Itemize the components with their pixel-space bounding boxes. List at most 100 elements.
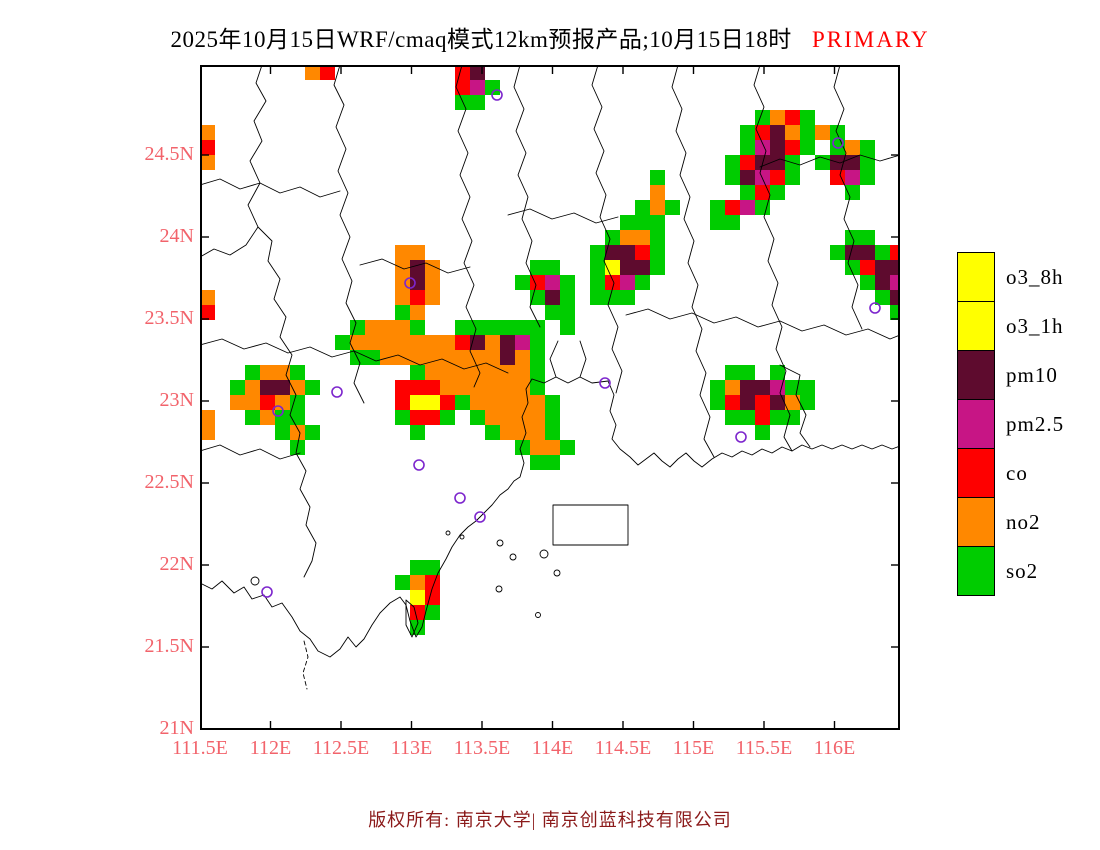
grid-cell-so2: [740, 365, 755, 380]
island: [250, 576, 260, 586]
lon-tick-label: 114.5E: [594, 737, 652, 759]
grid-cell-so2: [800, 110, 815, 125]
county-boundary: [359, 258, 471, 274]
city-marker: [331, 386, 343, 398]
grid-cell-no2: [845, 140, 860, 155]
county-boundary: [200, 338, 509, 374]
legend-item-co: co: [957, 448, 1064, 498]
grid-cell-so2: [530, 335, 545, 350]
grid-cell-so2: [785, 380, 800, 395]
grid-cell-so2: [875, 245, 890, 260]
island: [553, 569, 561, 577]
city-marker: [261, 586, 273, 598]
lon-tick-label: 111.5E: [172, 737, 228, 759]
grid-cell-co: [410, 410, 425, 425]
grid-cell-no2: [410, 350, 425, 365]
grid-cell-no2: [530, 425, 545, 440]
grid-cell-pm10: [890, 260, 900, 275]
grid-cell-co: [395, 380, 410, 395]
grid-cell-no2: [815, 125, 830, 140]
grid-cell-so2: [395, 410, 410, 425]
grid-cell-so2: [410, 560, 425, 575]
grid-cell-no2: [515, 425, 530, 440]
grid-cell-co: [455, 335, 470, 350]
grid-cell-no2: [200, 125, 215, 140]
grid-cell-co: [320, 65, 335, 80]
grid-cell-so2: [515, 275, 530, 290]
forecast-map: [200, 65, 900, 730]
grid-cell-no2: [425, 335, 440, 350]
grid-cell-so2: [530, 320, 545, 335]
county-boundary: [507, 208, 619, 224]
grid-cell-so2: [800, 125, 815, 140]
grid-cell-so2: [440, 410, 455, 425]
grid-cell-no2: [350, 335, 365, 350]
grid-cell-so2: [635, 200, 650, 215]
grid-cell-so2: [650, 230, 665, 245]
grid-cell-co: [890, 245, 900, 260]
grid-cell-pm2.5: [890, 275, 900, 290]
grid-cell-no2: [395, 245, 410, 260]
county-boundary: [625, 308, 900, 340]
grid-cell-so2: [860, 230, 875, 245]
grid-cell-so2: [395, 305, 410, 320]
grid-cell-no2: [395, 335, 410, 350]
grid-cell-no2: [500, 395, 515, 410]
grid-cell-so2: [725, 365, 740, 380]
grid-cell-so2: [245, 365, 260, 380]
grid-cell-pm10: [740, 395, 755, 410]
grid-cell-so2: [470, 410, 485, 425]
grid-cell-so2: [590, 245, 605, 260]
lat-tick-label: 21.5N: [144, 635, 194, 657]
grid-cell-co: [860, 260, 875, 275]
grid-cell-no2: [410, 245, 425, 260]
legend: o3_8h o3_1h pm10 pm2.5 co no2 so2: [957, 252, 1064, 596]
grid-cell-pm10: [845, 245, 860, 260]
grid-cell-so2: [650, 170, 665, 185]
grid-cell-so2: [290, 365, 305, 380]
grid-cell-no2: [485, 410, 500, 425]
city-marker: [404, 277, 416, 289]
grid-cell-pm10: [875, 275, 890, 290]
grid-cell-no2: [620, 230, 635, 245]
grid-cell-no2: [410, 305, 425, 320]
grid-cell-co: [785, 140, 800, 155]
grid-cell-no2: [440, 335, 455, 350]
lat-tick-label: 23.5N: [144, 307, 194, 329]
grid-cell-no2: [200, 155, 215, 170]
grid-cell-pm10: [470, 65, 485, 80]
grid-cell-o3: [410, 395, 425, 410]
grid-cell-co: [410, 290, 425, 305]
county-boundary: [779, 364, 811, 448]
grid-cell-so2: [545, 455, 560, 470]
lat-tick-label: 23N: [159, 389, 194, 411]
legend-label: pm2.5: [1006, 411, 1065, 436]
lon-tick-label: 112.5E: [312, 737, 370, 759]
grid-cell-co: [410, 605, 425, 620]
grid-cell-co: [425, 410, 440, 425]
lat-tick-label: 22.5N: [144, 471, 194, 493]
grid-cell-so2: [590, 260, 605, 275]
grid-cell-so2: [530, 350, 545, 365]
grid-cell-so2: [845, 185, 860, 200]
island: [539, 549, 549, 559]
grid-cell-so2: [650, 245, 665, 260]
grid-cell-no2: [500, 380, 515, 395]
grid-cell-pm10: [770, 155, 785, 170]
grid-cell-so2: [860, 275, 875, 290]
grid-cell-so2: [560, 320, 575, 335]
grid-cell-so2: [470, 95, 485, 110]
grid-cell-so2: [890, 305, 900, 320]
grid-cell-no2: [455, 365, 470, 380]
coastline-west: [200, 378, 533, 658]
grid-cell-so2: [530, 260, 545, 275]
grid-cell-so2: [485, 80, 500, 95]
grid-cell-no2: [500, 425, 515, 440]
pollution-cells-layer: [200, 65, 900, 635]
county-boundary: [455, 65, 481, 388]
grid-cell-so2: [515, 320, 530, 335]
grid-cell-no2: [485, 335, 500, 350]
legend-swatch-so2: [957, 546, 995, 596]
grid-cell-so2: [545, 410, 560, 425]
grid-cell-no2: [410, 575, 425, 590]
